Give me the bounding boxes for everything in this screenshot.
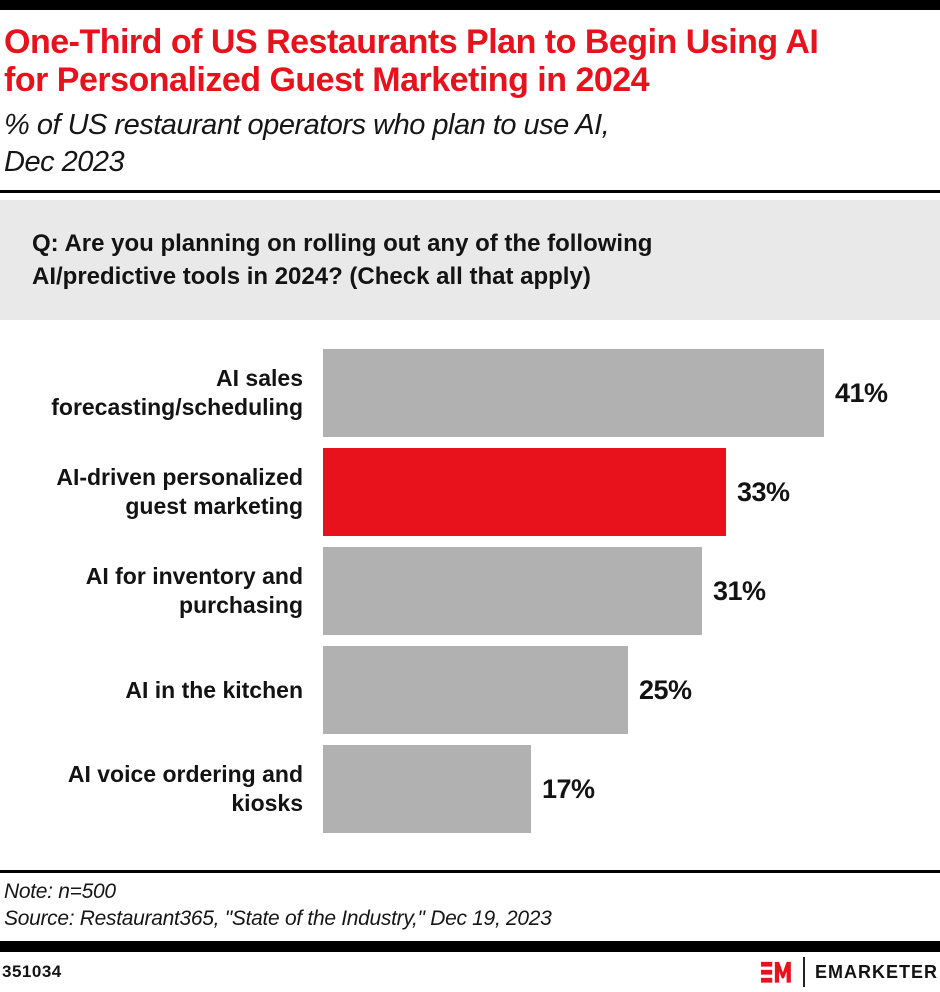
bar-track: 31% <box>323 547 940 635</box>
logo-separator <box>802 957 805 987</box>
emarketer-logo: EMARKETER <box>760 957 938 987</box>
bar-chart-row: AI voice ordering and kiosks 17% <box>0 745 940 833</box>
note-text: Note: n=500 <box>4 880 116 903</box>
chart-header: One-Third of US Restaurants Plan to Begi… <box>0 10 940 181</box>
source-text: Source: Restaurant365, "State of the Ind… <box>4 907 552 930</box>
title-line-1: One-Third of US Restaurants Plan to Begi… <box>4 23 819 61</box>
chart-subtitle: % of US restaurant operators who plan to… <box>4 107 936 181</box>
bar-category-label: AI voice ordering and kiosks <box>67 761 303 816</box>
bar-value-label: 41% <box>835 377 888 408</box>
bar-value-label: 31% <box>713 575 766 606</box>
footer-divider-bar <box>0 941 940 952</box>
bar <box>323 349 824 437</box>
top-accent-bar <box>0 0 940 10</box>
question-line-2: AI/predictive tools in 2024? (Check all … <box>32 263 591 290</box>
bar-chart-row: AI for inventory and purchasing 31% <box>0 547 940 635</box>
bar-track: 17% <box>323 745 940 833</box>
bar-chart-row: AI sales forecasting/scheduling 41% <box>0 349 940 437</box>
bar-value-label: 17% <box>542 773 595 804</box>
survey-question-box: Q: Are you planning on rolling out any o… <box>0 200 940 320</box>
bar-chart-row: AI in the kitchen 25% <box>0 646 940 734</box>
notes-divider <box>0 870 940 873</box>
bar-track: 41% <box>323 349 940 437</box>
subtitle-line-2: Dec 2023 <box>4 146 125 178</box>
bar-value-label: 25% <box>639 674 692 705</box>
bar-value-label: 33% <box>737 476 790 507</box>
bar-chart: AI sales forecasting/scheduling 41% AI-dr… <box>0 349 940 833</box>
bar-category-label: AI for inventory and purchasing <box>85 563 303 618</box>
notes-block: Note: n=500 Source: Restaurant365, "Stat… <box>0 873 940 932</box>
page-title: One-Third of US Restaurants Plan to Begi… <box>4 23 936 99</box>
bar <box>323 646 628 734</box>
emarketer-monogram-icon <box>760 961 791 983</box>
bar <box>323 448 726 536</box>
bar-category-label: AI sales forecasting/scheduling <box>51 365 303 420</box>
bar-category-label: AI-driven personalized guest marketing <box>56 464 303 519</box>
bar <box>323 745 531 833</box>
bar-track: 25% <box>323 646 940 734</box>
bar-category-label: AI in the kitchen <box>125 676 303 703</box>
bar <box>323 547 702 635</box>
question-line-1: Q: Are you planning on rolling out any o… <box>32 230 653 257</box>
header-divider <box>0 190 940 193</box>
subtitle-line-1: % of US restaurant operators who plan to… <box>4 109 610 141</box>
footer: 351034 EMARKETER <box>0 952 940 992</box>
title-line-2: for Personalized Guest Marketing in 2024 <box>4 61 650 99</box>
bar-chart-row: AI-driven personalized guest marketing 33… <box>0 448 940 536</box>
brand-name: EMARKETER <box>814 961 938 982</box>
chart-id: 351034 <box>2 962 62 981</box>
bar-track: 33% <box>323 448 940 536</box>
